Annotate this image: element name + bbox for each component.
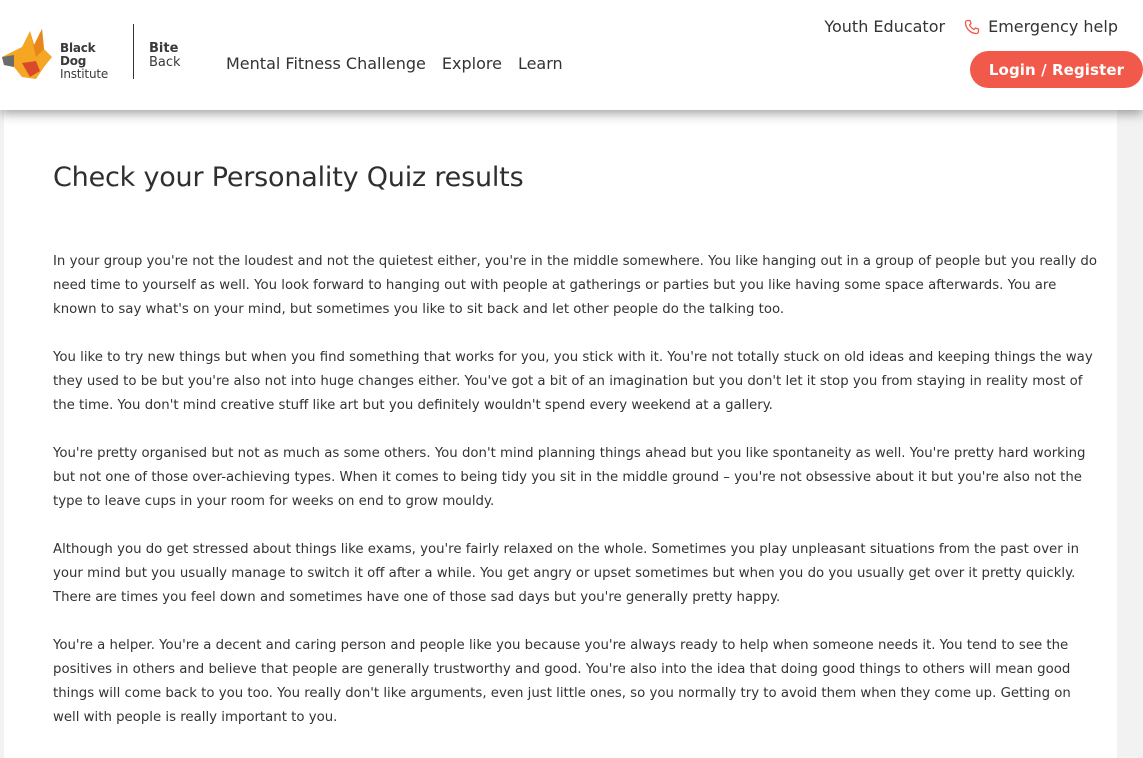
quiz-results-text: In your group you're not the loudest and… [53,250,1098,754]
nav-explore[interactable]: Explore [441,54,502,73]
black-dog-logo[interactable]: Black Dog Institute [0,24,108,84]
youth-educator-link[interactable]: Youth Educator [824,17,946,36]
result-paragraph: You're a helper. You're a decent and car… [53,638,1071,725]
bite-back-logo[interactable]: Bite Back [149,42,181,70]
result-paragraph: In your group you're not the loudest and… [53,254,1097,317]
main-nav: Mental Fitness Challenge Explore Learn [226,54,563,73]
black-dog-wordmark: Black Dog Institute [60,42,108,81]
bb-line-2: Back [149,55,181,70]
bdi-line-1: Black Dog [60,41,96,68]
main-content: Check your Personality Quiz results In y… [4,110,1117,758]
bdi-line-2: Institute [60,67,109,81]
nav-mental-fitness-challenge[interactable]: Mental Fitness Challenge [226,54,426,73]
login-register-button[interactable]: Login / Register [970,51,1143,88]
utility-links: Youth Educator Emergency help [824,17,1118,36]
bb-line-1: Bite [149,41,179,56]
phone-icon [964,19,980,34]
result-paragraph: You're pretty organised but not as much … [53,446,1086,509]
nav-learn[interactable]: Learn [517,54,563,73]
result-paragraph: You like to try new things but when you … [53,350,1093,413]
result-paragraph: Although you do get stressed about thing… [53,542,1080,605]
site-header: Black Dog Institute Bite Back Mental Fit… [0,0,1143,110]
black-dog-logo-icon [2,29,52,79]
logo-divider [133,24,134,79]
page-title: Check your Personality Quiz results [53,162,524,193]
emergency-help-link[interactable]: Emergency help [988,17,1118,36]
